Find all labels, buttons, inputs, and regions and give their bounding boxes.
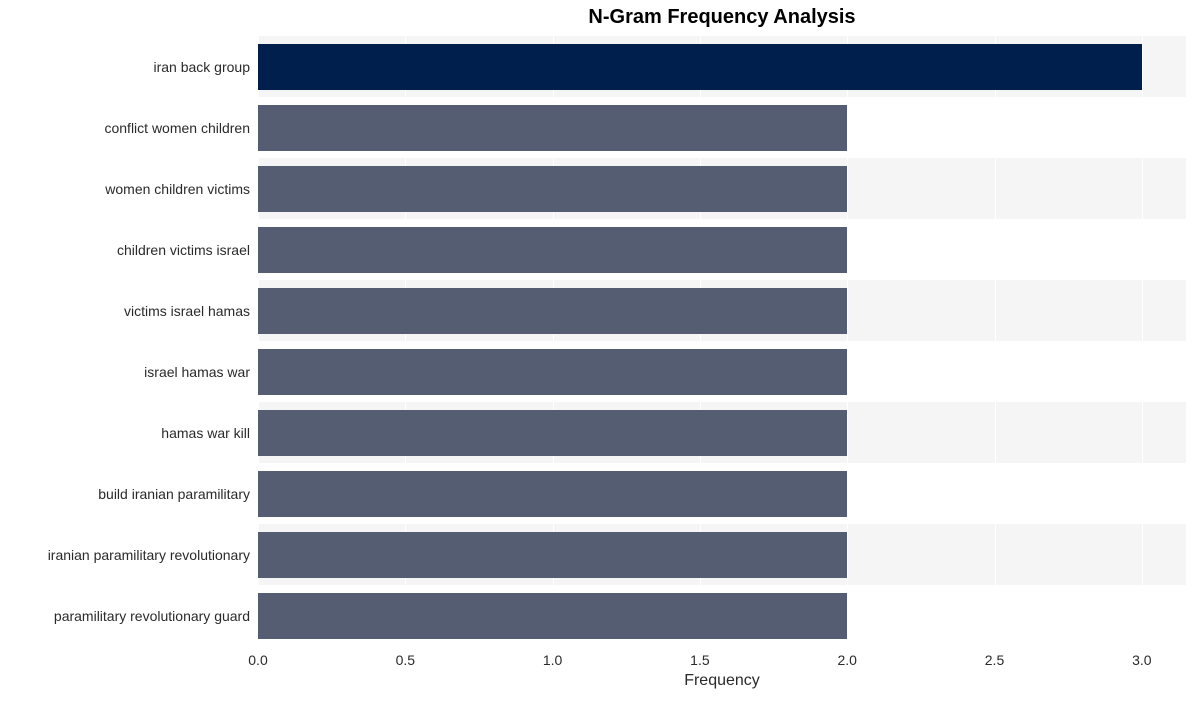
x-tick-label: 2.5	[985, 652, 1004, 668]
x-tick-label: 0.5	[396, 652, 415, 668]
y-tick-label: paramilitary revolutionary guard	[0, 609, 250, 623]
y-tick-label: conflict women children	[0, 121, 250, 135]
y-tick-label: victims israel hamas	[0, 304, 250, 318]
x-axis-title: Frequency	[258, 672, 1186, 690]
x-tick-label: 0.0	[248, 652, 267, 668]
y-tick-label: children victims israel	[0, 243, 250, 257]
y-tick-label: women children victims	[0, 182, 250, 196]
bar	[258, 532, 847, 578]
ngram-frequency-chart: N-Gram Frequency Analysis Frequency iran…	[0, 0, 1196, 701]
bar	[258, 410, 847, 456]
bar	[258, 166, 847, 212]
chart-title: N-Gram Frequency Analysis	[258, 6, 1186, 29]
x-tick-label: 1.0	[543, 652, 562, 668]
y-tick-label: iranian paramilitary revolutionary	[0, 548, 250, 562]
gridline	[995, 36, 996, 646]
x-tick-label: 3.0	[1132, 652, 1151, 668]
gridline	[847, 36, 848, 646]
bar	[258, 471, 847, 517]
y-tick-label: hamas war kill	[0, 426, 250, 440]
bar	[258, 288, 847, 334]
y-tick-label: israel hamas war	[0, 365, 250, 379]
x-tick-label: 2.0	[837, 652, 856, 668]
bar	[258, 593, 847, 639]
x-tick-label: 1.5	[690, 652, 709, 668]
plot-area	[258, 36, 1186, 646]
bar	[258, 44, 1142, 90]
y-tick-label: build iranian paramilitary	[0, 487, 250, 501]
bar	[258, 105, 847, 151]
bar	[258, 227, 847, 273]
gridline	[1142, 36, 1143, 646]
y-tick-label: iran back group	[0, 60, 250, 74]
bar	[258, 349, 847, 395]
